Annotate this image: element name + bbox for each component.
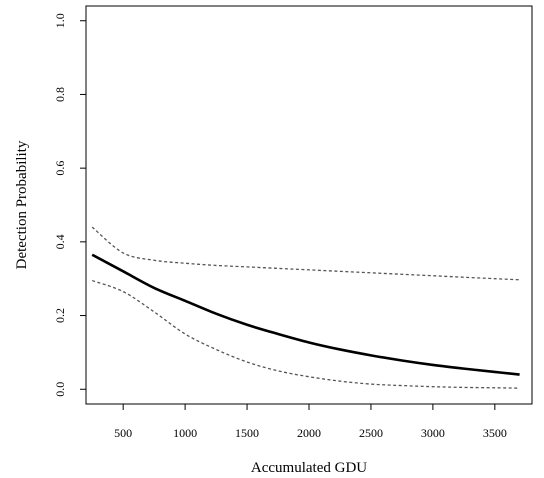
y-tick-label: 0.2 (53, 308, 67, 323)
x-tick-label: 1500 (235, 426, 259, 440)
upper-bound-line (91, 226, 520, 281)
x-tick-label: 2500 (359, 426, 383, 440)
plot-frame (85, 5, 533, 405)
lower-bound-line (91, 279, 520, 389)
estimate-line (91, 253, 520, 376)
x-tick-label: 3500 (483, 426, 507, 440)
x-axis-label: Accumulated GDU (251, 460, 367, 476)
x-tick-label: 1000 (173, 426, 197, 440)
y-axis: 0.0 0.2 0.4 0.6 0.8 1.0 (53, 13, 86, 397)
y-tick-label: 0.4 (53, 234, 67, 249)
x-tick-label: 2000 (297, 426, 321, 440)
x-tick-label: 3000 (421, 426, 445, 440)
y-tick-label: 0.8 (53, 87, 67, 102)
x-tick-label: 500 (114, 426, 132, 440)
y-axis-label: Detection Probability (14, 140, 30, 269)
series-layer (91, 226, 520, 389)
x-axis: 500 1000 1500 2000 2500 3000 3500 (114, 404, 507, 440)
y-tick-label: 0.6 (53, 161, 67, 176)
y-tick-label: 1.0 (53, 13, 67, 28)
y-tick-label: 0.0 (53, 382, 67, 397)
